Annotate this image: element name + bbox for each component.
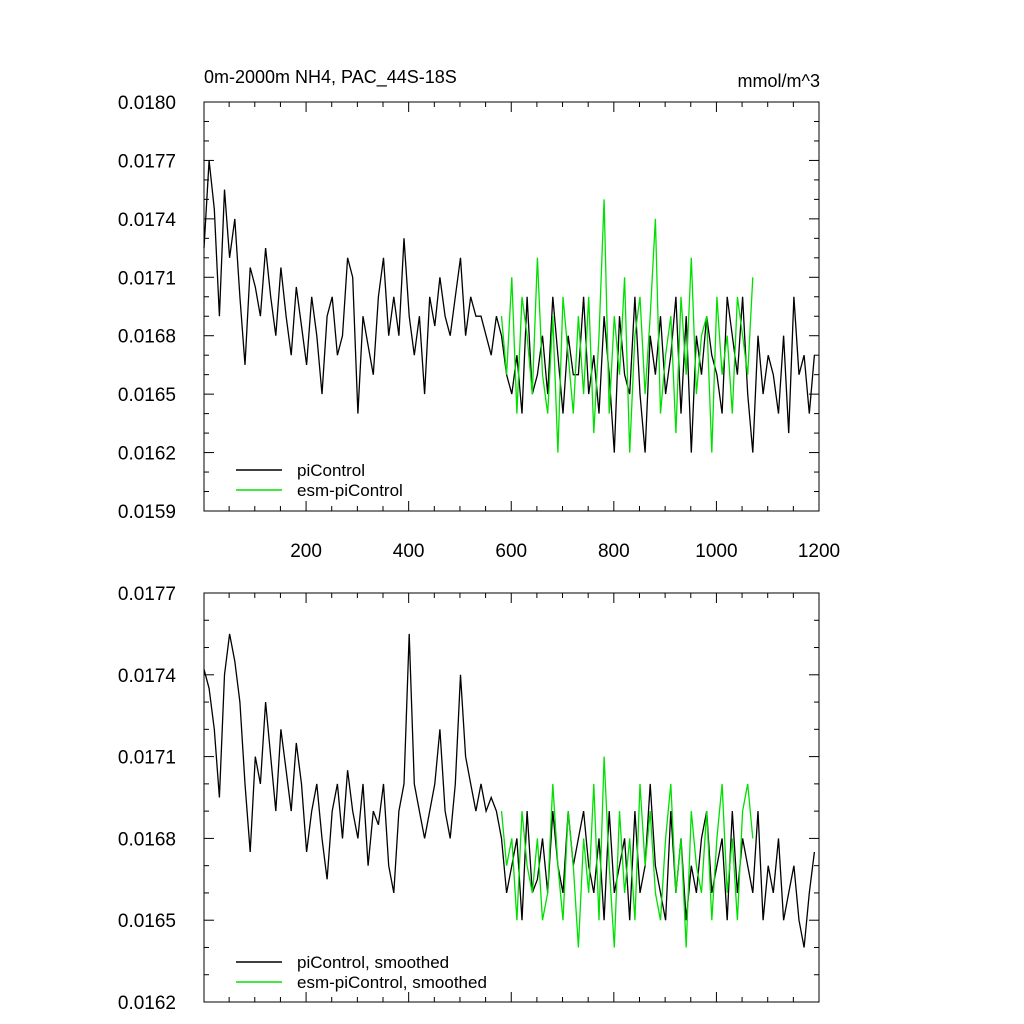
legend-label-picontrol-smoothed: piControl, smoothed bbox=[297, 953, 449, 972]
bottom-axis-ticks bbox=[204, 592, 820, 1003]
legend-label-picontrol: piControl bbox=[297, 461, 365, 480]
y-tick-label: 0.0162 bbox=[118, 993, 176, 1014]
bottom-series-lines bbox=[203, 633, 816, 948]
series-line-picontrol bbox=[203, 160, 816, 453]
y-tick-label: 0.0159 bbox=[118, 502, 176, 523]
y-tick-label: 0.0168 bbox=[118, 327, 176, 348]
x-tick-label: 1000 bbox=[695, 541, 737, 562]
x-tick-label: 800 bbox=[598, 541, 630, 562]
x-tick-label: 400 bbox=[393, 541, 425, 562]
bottom-panel: 0.0162 0.0165 0.0168 0.0171 0.0174 0.0177 piC… bbox=[118, 584, 820, 1014]
bottom-plot-frame bbox=[203, 592, 820, 1003]
y-tick-label: 0.0177 bbox=[118, 151, 176, 172]
top-axis-ticks bbox=[204, 101, 820, 512]
top-y-axis: 0.0159 0.0162 0.0165 0.0168 0.0171 0.0174 0.01… bbox=[118, 93, 177, 523]
top-x-axis: 200 400 600 800 1000 1200 bbox=[290, 541, 840, 562]
top-series-lines bbox=[203, 160, 816, 453]
y-tick-label: 0.0174 bbox=[118, 666, 177, 687]
y-tick-label: 0.0174 bbox=[118, 210, 177, 231]
units-label: mmol/m^3 bbox=[738, 71, 820, 91]
series-line-picontrol bbox=[203, 633, 816, 948]
y-tick-label: 0.0165 bbox=[118, 911, 176, 932]
y-tick-label: 0.0177 bbox=[118, 584, 176, 605]
y-tick-label: 0.0162 bbox=[118, 444, 176, 465]
y-tick-label: 0.0165 bbox=[118, 385, 176, 406]
legend-label-esm-picontrol: esm-piControl bbox=[297, 481, 403, 500]
x-tick-label: 1200 bbox=[798, 541, 840, 562]
x-tick-label: 600 bbox=[495, 541, 527, 562]
y-tick-label: 0.0171 bbox=[118, 268, 176, 289]
bottom-legend: piControl, smoothed esm-piControl, smoot… bbox=[236, 953, 487, 992]
top-legend: piControl esm-piControl bbox=[236, 461, 403, 500]
bottom-y-axis: 0.0162 0.0165 0.0168 0.0171 0.0174 0.0177 bbox=[118, 584, 177, 1014]
y-tick-label: 0.0168 bbox=[118, 829, 176, 850]
top-panel: 0.0159 0.0162 0.0165 0.0168 0.0171 0.0174 0.01… bbox=[118, 93, 840, 562]
series-line-esm-picontrol bbox=[500, 756, 754, 948]
y-tick-label: 0.0180 bbox=[118, 93, 176, 114]
y-tick-label: 0.0171 bbox=[118, 748, 176, 769]
series-line-esm-picontrol bbox=[500, 199, 754, 453]
chart-title: 0m-2000m NH4, PAC_44S-18S bbox=[204, 67, 457, 88]
legend-label-esm-picontrol-smoothed: esm-piControl, smoothed bbox=[297, 973, 487, 992]
x-tick-label: 200 bbox=[290, 541, 322, 562]
